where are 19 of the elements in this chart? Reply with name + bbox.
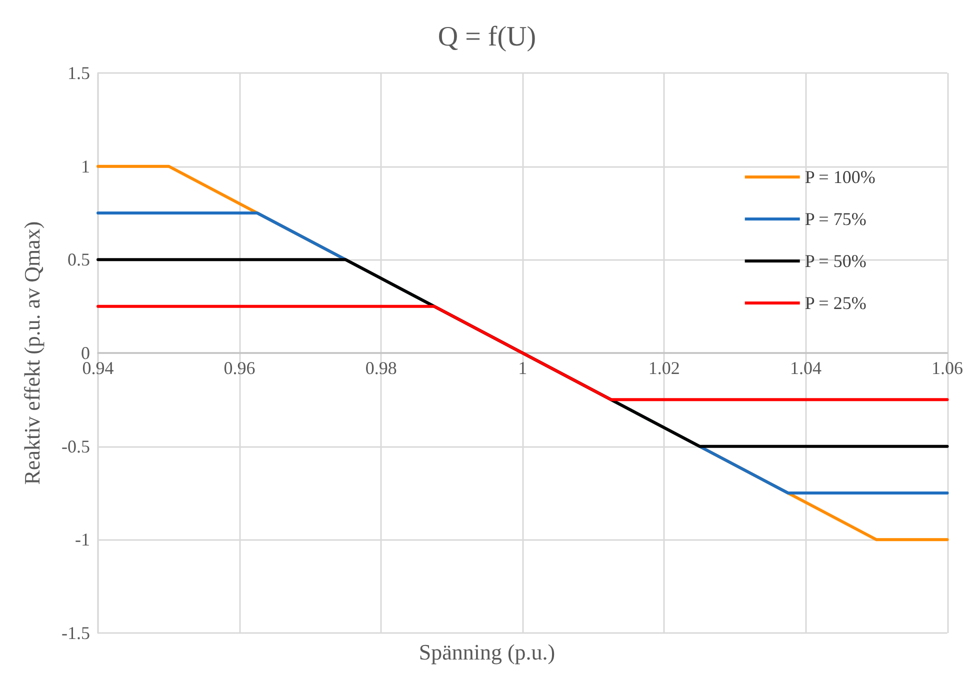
- y-tick-label: -1: [75, 530, 90, 550]
- x-tick-label: 1.02: [648, 358, 680, 378]
- x-tick-label: 1: [518, 358, 528, 378]
- y-tick-label: 1: [81, 156, 90, 176]
- x-tick-label: 0.98: [365, 358, 397, 378]
- x-axis-title: Spänning (p.u.): [418, 640, 556, 664]
- legend-label: P = 100%: [804, 167, 876, 187]
- y-tick-label: 1.5: [68, 63, 90, 83]
- x-tick-label: 1.06: [932, 358, 963, 378]
- y-tick-label: -0.5: [62, 436, 90, 456]
- x-tick-label: 0.96: [224, 358, 256, 378]
- y-axis-title: Reaktiv effekt (p.u. av Qmax): [20, 221, 44, 485]
- chart-title: Q = f(U): [438, 22, 536, 52]
- y-tick-label: 0.5: [68, 250, 90, 270]
- legend-label: P = 50%: [804, 251, 866, 271]
- y-tick-label: -1.5: [62, 623, 90, 643]
- legend-label: P = 75%: [804, 209, 866, 229]
- legend-label: P = 25%: [804, 293, 866, 313]
- x-tick-label: 1.04: [790, 358, 822, 378]
